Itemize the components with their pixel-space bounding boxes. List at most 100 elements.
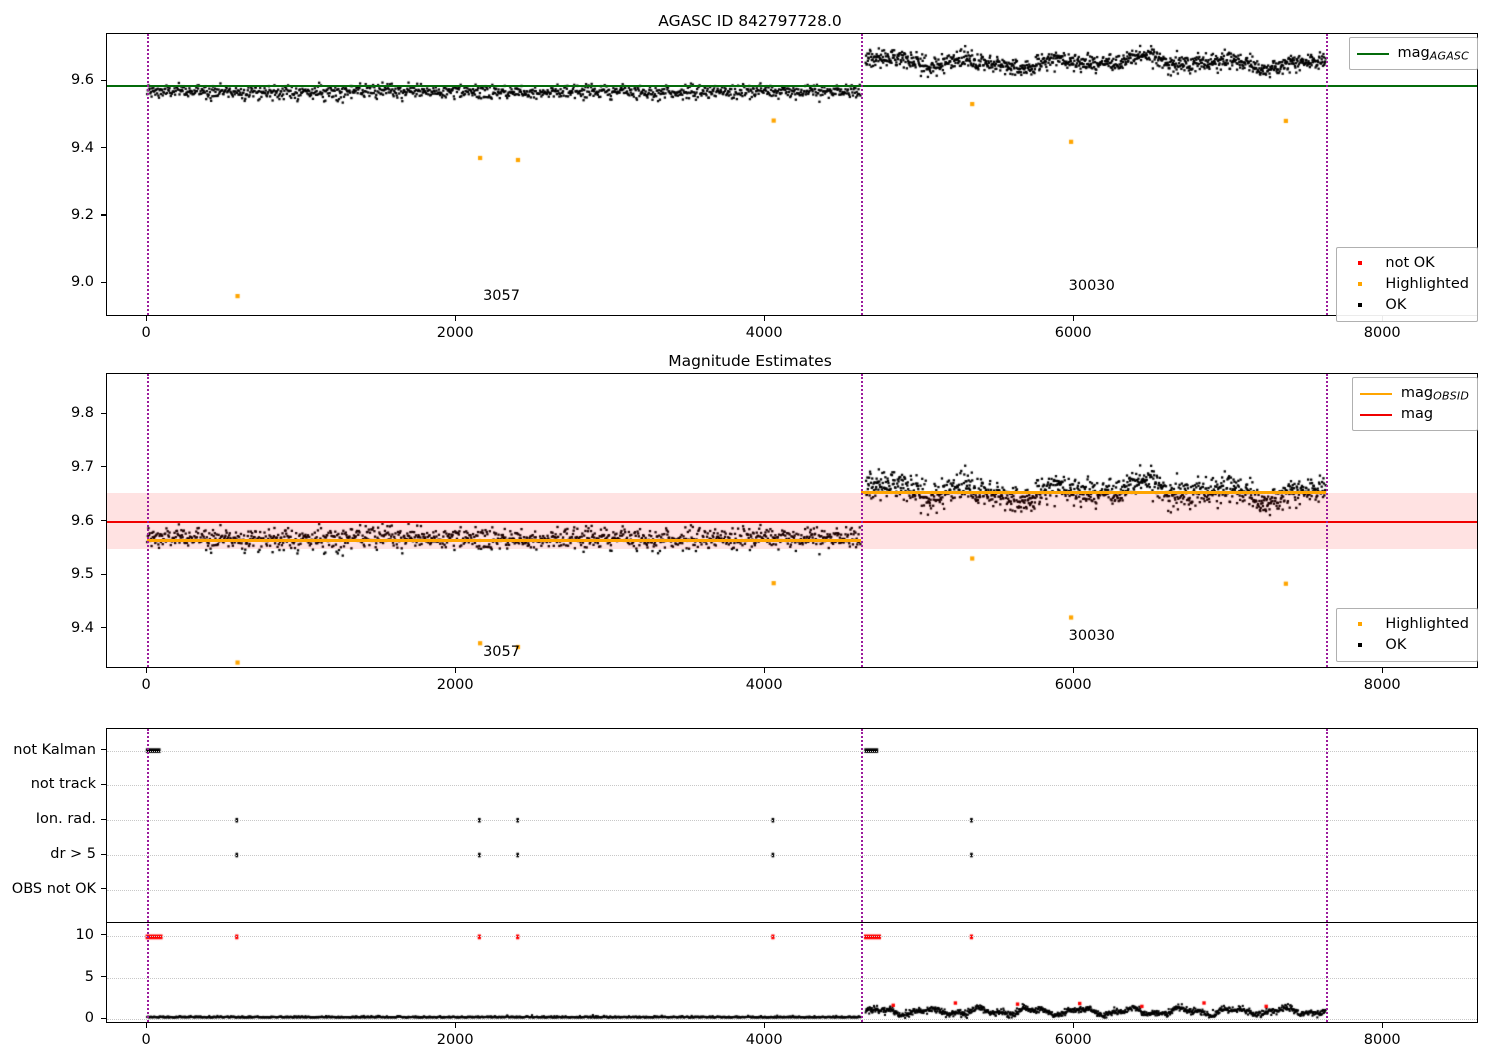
x-tick-mark [454, 668, 456, 673]
obsid-divider-line [1326, 34, 1329, 315]
x-tick-label: 6000 [1054, 1032, 1092, 1048]
y-tick-label: 9.6 [70, 512, 94, 529]
y-tick-mark [101, 466, 106, 468]
x-tick-label: 4000 [745, 677, 783, 693]
legend-line-swatch [1356, 52, 1389, 55]
flags-panel: not Kalman not track Ion. rad. dr > 5 OBS no… [0, 710, 1500, 1050]
marker-legend[interactable]: not OK Highlighted OK [1336, 247, 1478, 323]
mag-obsid-segment [860, 490, 1327, 494]
legend-entry: OK [1344, 295, 1469, 316]
flags-plot-area [106, 728, 1478, 1023]
y-tick-mark [101, 627, 106, 629]
y-tick-label: 9.5 [70, 566, 94, 583]
legend-label: Highlighted [1385, 616, 1469, 632]
flag-row-label: dr > 5 [50, 846, 96, 863]
x-tick-label: 0 [141, 677, 151, 693]
legend-dot-swatch [1344, 295, 1376, 316]
obsid-divider-line [147, 374, 150, 667]
dr-gridline [107, 935, 1477, 937]
y-tick-mark [101, 214, 106, 216]
x-tick-label: 8000 [1363, 677, 1401, 693]
magnitude-estimates-panel: Magnitude Estimates 9.4 9.5 9.6 9.7 9.8 0 200… [0, 350, 1500, 710]
dr-tick-label: 0 [84, 1010, 94, 1027]
legend-dot-swatch [1344, 253, 1376, 274]
agasc-scatter-canvas [107, 34, 1477, 315]
y-tick-label: 9.2 [70, 206, 94, 223]
legend-entry: magAGASC [1356, 43, 1469, 64]
legend-label: Highlighted [1385, 276, 1469, 293]
y-tick-mark [101, 573, 106, 575]
flag-row-gridline [107, 889, 1477, 891]
flags-dr-divider [107, 922, 1477, 924]
flag-row-label: Ion. rad. [35, 811, 96, 828]
legend-label: not OK [1385, 255, 1435, 271]
y-tick-mark [101, 281, 106, 283]
x-tick-label: 2000 [436, 1032, 474, 1048]
flag-row-tick [101, 783, 106, 785]
y-tick-mark [101, 520, 106, 522]
legend-entry: OK [1344, 635, 1469, 656]
dr-tick-label: 5 [84, 968, 94, 985]
legend-dot-swatch [1344, 274, 1376, 295]
x-tick-mark [454, 316, 456, 321]
obsid-annotation: 30030 [1068, 628, 1115, 645]
obsid-divider-line [1326, 374, 1329, 667]
y-tick-label: 9.7 [70, 458, 94, 475]
mag-agasc-line [107, 85, 1477, 88]
dr-tick-label: 10 [75, 926, 94, 943]
y-tick-label: 9.4 [70, 619, 94, 636]
x-tick-label: 4000 [745, 325, 783, 341]
x-tick-mark [145, 668, 147, 673]
mag-agasc-legend[interactable]: magAGASC [1348, 37, 1478, 71]
magnitude-estimates-plot-area [106, 373, 1478, 668]
y-tick-label: 9.8 [70, 405, 94, 422]
obsid-divider-line [860, 374, 863, 667]
agasc-magnitude-panel: AGASC ID 842797728.0 9.0 9.2 9.4 9.6 0 2000 4… [0, 0, 1500, 350]
obsid-divider-line [1326, 729, 1329, 1022]
highlight-legend[interactable]: Highlighted OK [1336, 608, 1478, 663]
magnitude-estimates-scatter-canvas [107, 374, 1477, 667]
obsid-annotation: 3057 [483, 643, 520, 660]
x-tick-mark [145, 1023, 147, 1028]
x-tick-label: 0 [141, 325, 151, 341]
x-tick-mark [1381, 668, 1383, 673]
dr-gridline [107, 1019, 1477, 1021]
legend-label: magAGASC [1397, 45, 1469, 63]
y-tick-mark [101, 79, 106, 81]
legend-dot-swatch [1344, 635, 1376, 656]
flag-row-gridline [107, 785, 1477, 787]
legend-line-swatch [1359, 413, 1392, 416]
obsid-divider-line [860, 34, 863, 315]
x-tick-mark [1072, 668, 1074, 673]
legend-entry: magOBSID [1359, 383, 1469, 404]
x-tick-label: 8000 [1363, 325, 1401, 341]
x-tick-mark [1072, 316, 1074, 321]
legend-label: OK [1385, 637, 1407, 654]
x-tick-label: 2000 [436, 677, 474, 693]
obsid-annotation: 30030 [1068, 278, 1115, 295]
y-tick-label: 9.6 [70, 72, 94, 89]
x-tick-mark [145, 316, 147, 321]
x-tick-label: 0 [141, 1032, 151, 1048]
page-title: AGASC ID 842797728.0 [658, 12, 842, 30]
obsid-divider-line [147, 729, 150, 1022]
obsid-annotation: 3057 [483, 288, 520, 305]
flag-row-gridline [107, 855, 1477, 857]
x-tick-label: 8000 [1363, 1032, 1401, 1048]
x-tick-label: 6000 [1054, 677, 1092, 693]
x-tick-mark [763, 1023, 765, 1028]
legend-label: OK [1385, 297, 1407, 314]
legend-entry: not OK [1344, 253, 1469, 274]
dr-tick-mark [101, 1017, 106, 1019]
legend-dot-swatch [1344, 614, 1376, 635]
x-tick-mark [1072, 1023, 1074, 1028]
mag-obsid-legend[interactable]: magOBSID mag [1351, 377, 1478, 432]
obsid-divider-line [147, 34, 150, 315]
flag-row-gridline [107, 750, 1477, 752]
flags-scatter-canvas [107, 729, 1477, 1022]
dr-axis-label: dr [0, 966, 4, 983]
y-tick-mark [101, 412, 106, 414]
legend-entry: Highlighted [1344, 614, 1469, 635]
x-tick-mark [763, 668, 765, 673]
